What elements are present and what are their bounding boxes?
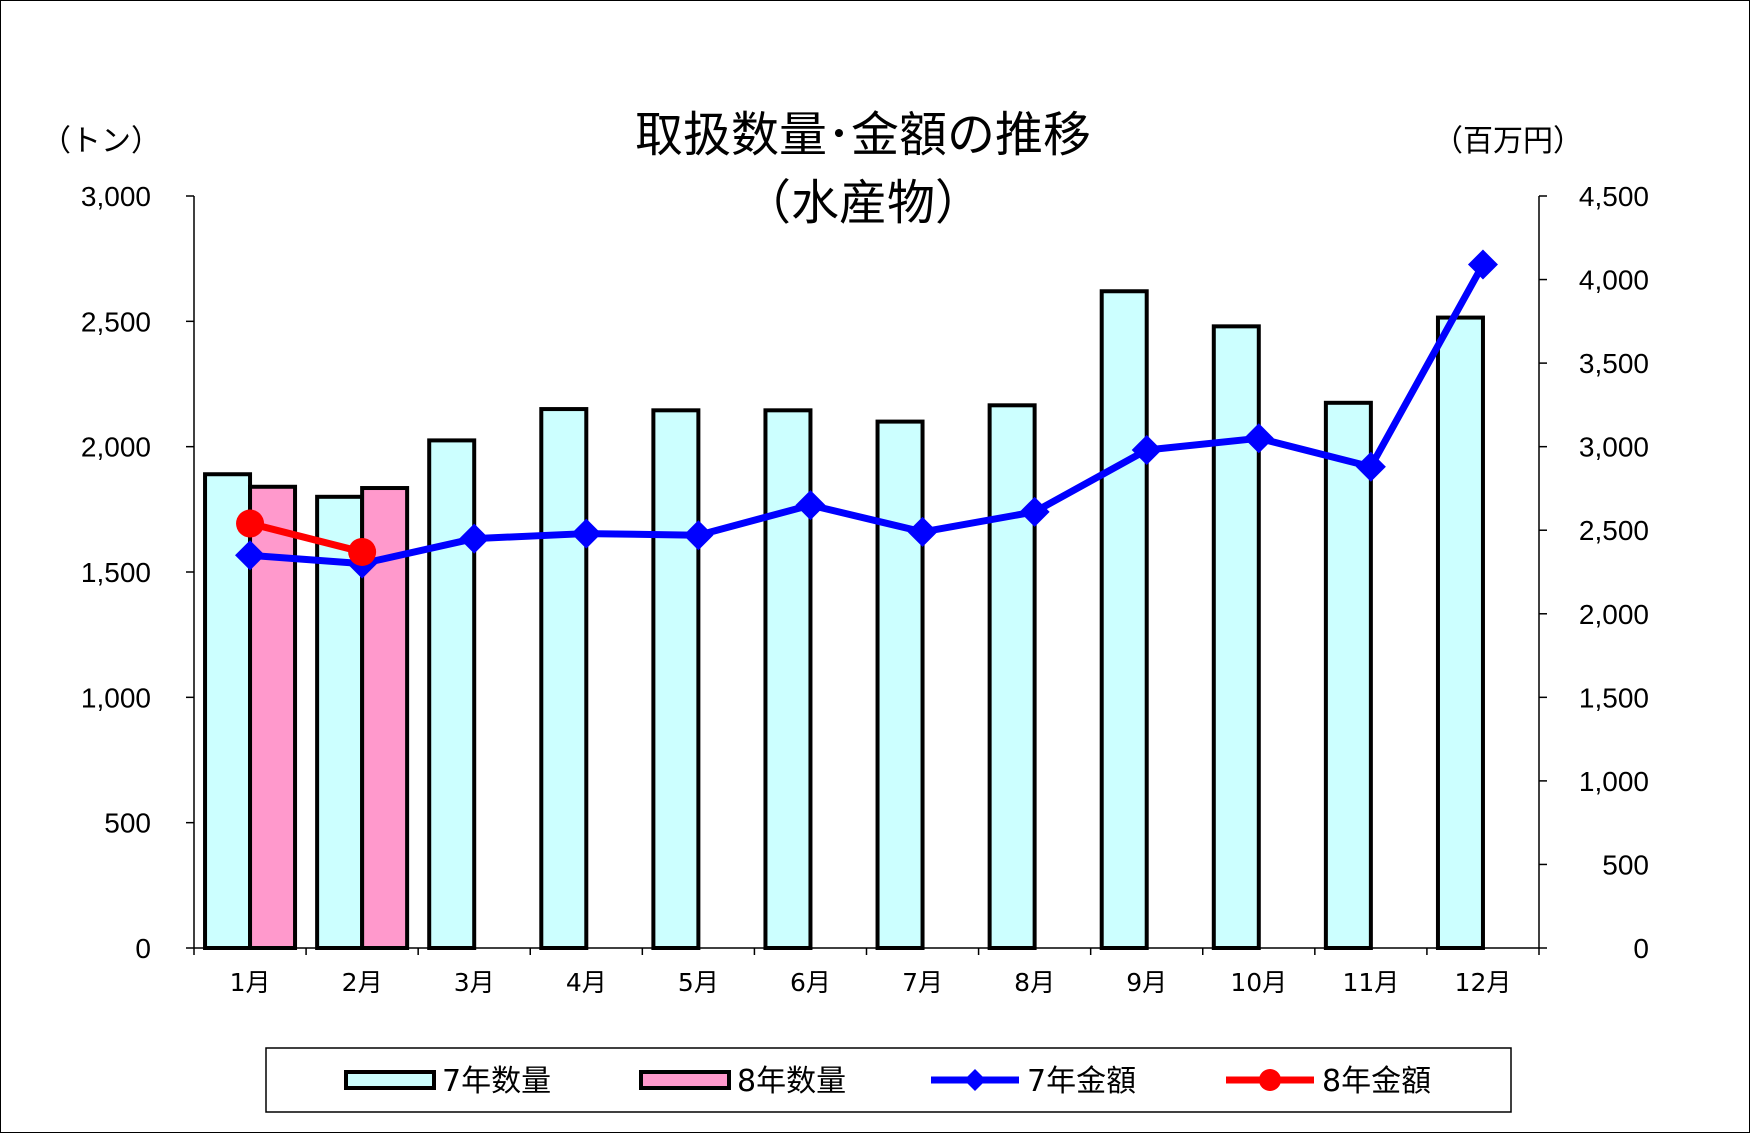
line-point-diamond (795, 490, 826, 521)
line-point-diamond (683, 520, 714, 551)
x-axis-tick-label: 7月 (902, 968, 943, 997)
right-axis-tick-label: 2,500 (1579, 515, 1649, 546)
x-axis-tick-label: 8月 (1014, 968, 1055, 997)
left-axis-tick-label: 1,500 (81, 557, 151, 588)
line-point-diamond (459, 523, 490, 554)
x-axis-tick-label: 5月 (678, 968, 719, 997)
right-axis-tick-label: 4,500 (1579, 181, 1649, 212)
left-axis-tick-label: 2,500 (81, 306, 151, 337)
chart-subtitle: （水産物） (743, 175, 983, 231)
line-series-1 (249, 262, 1487, 568)
right-axis-tick-label: 1,500 (1579, 682, 1649, 713)
legend-swatch-bar (639, 1070, 731, 1090)
chart-title: 取扱数量･金額の推移 (635, 107, 1091, 163)
bar-series1 (1099, 289, 1149, 950)
bar-series1 (427, 438, 477, 950)
bar-series1 (1323, 400, 1373, 950)
legend: 7年数量 8年数量 7年金額 8年金額 (265, 1047, 1512, 1113)
right-axis-tick-label: 4,000 (1579, 265, 1649, 296)
right-axis-tick-label: 500 (1602, 849, 1649, 880)
bar-series1 (1435, 315, 1485, 951)
right-axis-tick-label: 1,000 (1579, 766, 1649, 797)
legend-box (265, 1047, 1512, 1113)
line-point-diamond (1355, 451, 1386, 482)
x-axis-tick-label: 12月 (1455, 968, 1512, 997)
right-axis-tick-label: 2,000 (1579, 599, 1649, 630)
line-point-diamond (1243, 423, 1274, 454)
left-axis-tick-label: 2,000 (81, 432, 151, 463)
x-axis-tick-label: 6月 (790, 968, 831, 997)
line-point-diamond (1019, 496, 1050, 527)
right-axis-tick-label: 3,500 (1579, 348, 1649, 379)
right-axis-unit: （百万円） (1433, 124, 1583, 159)
left-axis-unit: （トン） (41, 124, 161, 159)
right-axis-tick-label: 3,000 (1579, 432, 1649, 463)
line-point-diamond (1131, 435, 1162, 466)
x-axis-tick-label: 11月 (1342, 968, 1399, 997)
bar-series2 (360, 486, 410, 950)
legend-marker-circle (1259, 1069, 1281, 1091)
bar-series1 (875, 419, 925, 951)
x-axis-tick-label: 3月 (454, 968, 495, 997)
left-axis-tick-label: 500 (104, 808, 151, 839)
line-point-diamond (1467, 249, 1498, 280)
x-axis-tick-label: 9月 (1126, 968, 1167, 997)
legend-label: 7年数量 (442, 1064, 551, 1099)
bar-series1 (987, 403, 1037, 951)
bar-series1 (1211, 324, 1261, 950)
bar-series1 (539, 407, 589, 951)
line-point-diamond (571, 518, 602, 549)
legend-label: 8年数量 (737, 1064, 846, 1099)
line-point-circle (348, 537, 377, 566)
x-axis-tick-label: 10月 (1230, 968, 1287, 997)
left-axis-tick-label: 1,000 (81, 682, 151, 713)
plot-area: 0 500 1,000 1,500 2,000 2,500 3,000 0 500 1,000 1,… (81, 181, 1649, 997)
legend-marker-diamond (964, 1069, 986, 1091)
left-axis-tick-label: 0 (135, 933, 151, 964)
line-series-2 (249, 520, 363, 556)
x-axis-tick-label: 4月 (566, 968, 607, 997)
legend-label: 7年金額 (1027, 1064, 1136, 1099)
bar-series1 (763, 408, 813, 950)
line-point-diamond (235, 540, 266, 571)
right-axis-tick-label: 0 (1633, 933, 1649, 964)
legend-swatch-bar (344, 1070, 436, 1090)
x-axis-tick-label: 2月 (342, 968, 383, 997)
bar-series2 (248, 484, 298, 950)
line-point-diamond (907, 516, 938, 547)
line-point-circle (236, 509, 265, 538)
x-axis-tick-label: 1月 (230, 968, 271, 997)
legend-label: 8年金額 (1322, 1064, 1431, 1099)
bar-series1 (651, 408, 701, 950)
bar-series1 (203, 472, 253, 950)
left-axis-tick-label: 3,000 (81, 181, 151, 212)
